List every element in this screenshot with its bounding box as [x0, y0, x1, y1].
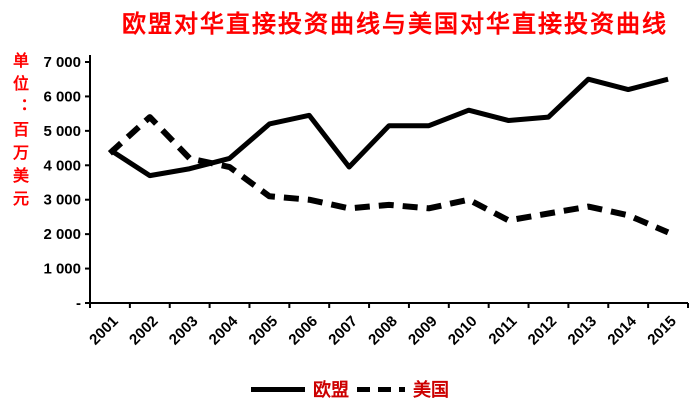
y-tick-label: 4 000 — [43, 157, 81, 174]
y-axis-unit-label: 单位：百万美元 — [10, 52, 27, 213]
x-tick-label: 2006 — [285, 313, 321, 349]
y-tick-label: 6 000 — [43, 88, 81, 105]
y-tick-label: 2 000 — [43, 226, 81, 243]
x-tick-label: 2007 — [325, 313, 361, 349]
x-tick-label: 2015 — [644, 313, 680, 349]
x-tick-label: 2014 — [604, 312, 640, 348]
x-tick-label: 2001 — [86, 313, 122, 349]
series-line-eu — [108, 76, 669, 179]
y-tick-label: 7 000 — [43, 54, 81, 71]
x-tick-label: 2013 — [565, 313, 601, 349]
legend-label-us: 美国 — [413, 380, 449, 400]
x-tick-label: 2010 — [445, 313, 481, 349]
x-tick-label: 2004 — [206, 312, 242, 348]
x-tick-label: 2009 — [405, 313, 441, 349]
chart-legend: 欧盟 美国 — [0, 376, 700, 402]
x-tick-label: 2011 — [485, 313, 520, 348]
chart-title: 欧盟对华直接投资曲线与美国对华直接投资曲线 — [122, 11, 668, 38]
legend-line-sample-eu — [251, 386, 305, 392]
y-tick-label: 5 000 — [43, 123, 81, 140]
y-tick-label: 3 000 — [43, 192, 81, 209]
legend-line-sample-us — [357, 386, 405, 392]
x-tick-label: 2012 — [525, 313, 561, 349]
legend-label-eu: 欧盟 — [313, 380, 349, 400]
x-tick-label: 2003 — [166, 313, 202, 349]
y-tick-label: 1 000 — [43, 261, 81, 278]
x-tick-label: 2008 — [365, 313, 401, 349]
series-line-us — [107, 114, 670, 236]
y-tick-label: - — [76, 295, 81, 312]
x-tick-label: 2005 — [246, 313, 282, 349]
x-tick-label: 2002 — [126, 313, 162, 349]
